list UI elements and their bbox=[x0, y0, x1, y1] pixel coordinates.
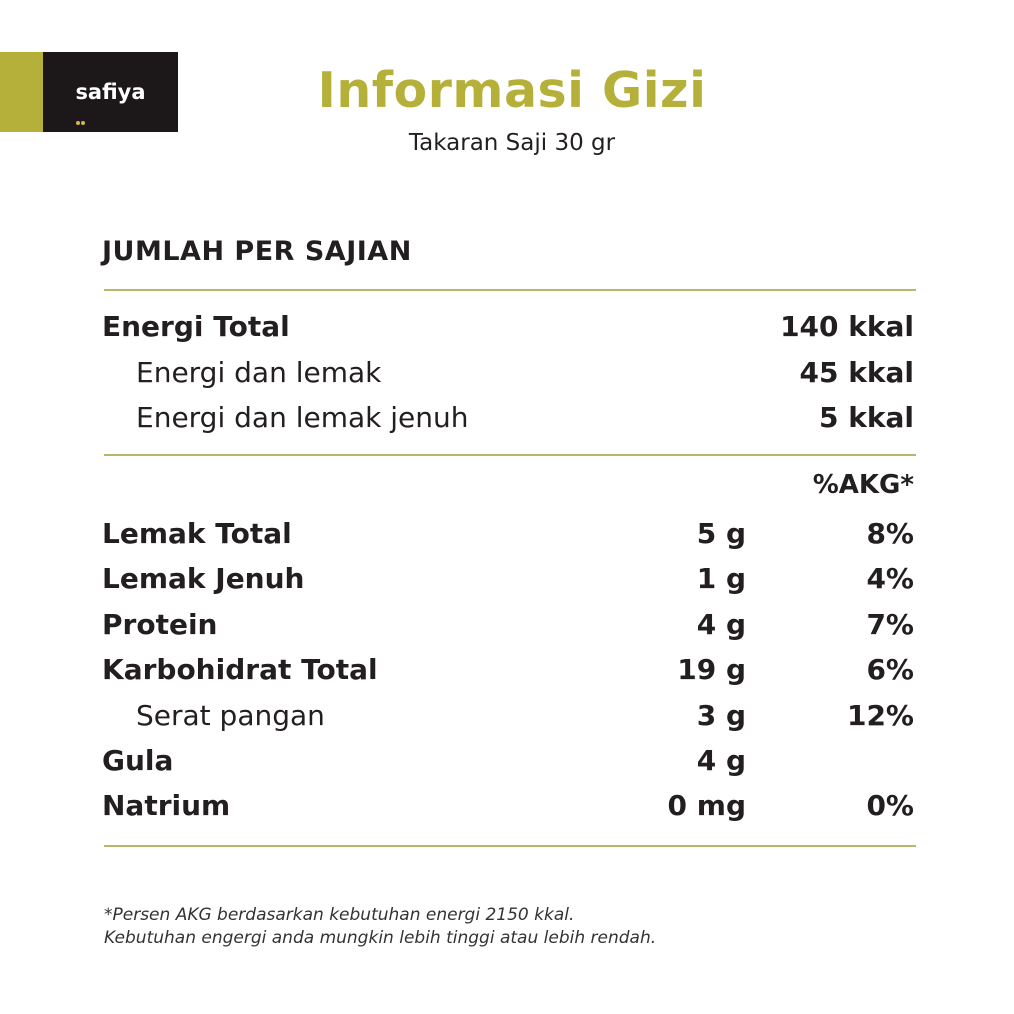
nutrient-amount: 3 g bbox=[696, 699, 746, 732]
logo-dots-icon bbox=[76, 106, 86, 125]
nutrient-amount: 19 g bbox=[677, 653, 746, 686]
energy-value: 45 kkal bbox=[799, 356, 914, 389]
nutrient-label: Gula bbox=[102, 744, 174, 777]
energy-label: Energi Total bbox=[102, 310, 290, 343]
nutrient-akg: 12% bbox=[846, 699, 914, 732]
section-heading: JUMLAH PER SAJIAN bbox=[102, 236, 412, 267]
footnote-line-1: *Persen AKG berdasarkan kebutuhan energi… bbox=[104, 905, 575, 925]
nutrient-amount: 5 g bbox=[696, 517, 746, 550]
nutrient-amount: 0 mg bbox=[667, 789, 746, 822]
divider-top bbox=[104, 289, 916, 291]
nutrient-akg: 8% bbox=[866, 517, 914, 550]
nutrient-amount: 4 g bbox=[696, 608, 746, 641]
nutrient-amount: 1 g bbox=[696, 562, 746, 595]
divider-middle bbox=[104, 454, 916, 456]
energy-label: Energi dan lemak jenuh bbox=[136, 401, 469, 434]
page-title: Informasi Gizi bbox=[317, 62, 707, 119]
energy-label: Energi dan lemak bbox=[136, 356, 382, 389]
nutrient-label: Karbohidrat Total bbox=[102, 653, 378, 686]
energy-row-fat: Energi dan lemak 45 kkal bbox=[102, 353, 914, 393]
nutrient-row: Lemak Jenuh 1 g 4% bbox=[102, 559, 914, 599]
footnote-line-2: Kebutuhan engergi anda mungkin lebih tin… bbox=[104, 928, 657, 948]
energy-value: 5 kkal bbox=[819, 401, 914, 434]
nutrient-akg: 4% bbox=[866, 562, 914, 595]
nutrient-amount: 4 g bbox=[696, 744, 746, 777]
nutrient-row: Serat pangan 3 g 12% bbox=[102, 696, 914, 736]
akg-column-header: %AKG* bbox=[812, 470, 914, 500]
energy-row-saturated-fat: Energi dan lemak jenuh 5 kkal bbox=[102, 398, 914, 438]
brand-accent-block bbox=[0, 52, 43, 132]
nutrient-label: Serat pangan bbox=[136, 699, 325, 732]
nutrient-label: Natrium bbox=[102, 789, 231, 822]
nutrient-akg: 6% bbox=[866, 653, 914, 686]
nutrient-akg: 0% bbox=[866, 789, 914, 822]
energy-value: 140 kkal bbox=[780, 310, 914, 343]
nutrient-row: Protein 4 g 7% bbox=[102, 605, 914, 645]
nutrient-akg: 7% bbox=[866, 608, 914, 641]
brand-logo: safiya bbox=[43, 52, 178, 132]
divider-bottom bbox=[104, 845, 916, 847]
nutrient-row: Lemak Total 5 g 8% bbox=[102, 514, 914, 554]
nutrient-row: Gula 4 g bbox=[102, 741, 914, 781]
footnote: *Persen AKG berdasarkan kebutuhan energi… bbox=[104, 904, 656, 950]
nutrient-label: Lemak Jenuh bbox=[102, 562, 305, 595]
energy-row-total: Energi Total 140 kkal bbox=[102, 307, 914, 347]
nutrient-row: Natrium 0 mg 0% bbox=[102, 786, 914, 826]
serving-size: Takaran Saji 30 gr bbox=[408, 130, 616, 156]
nutrient-label: Protein bbox=[102, 608, 218, 641]
nutrient-label: Lemak Total bbox=[102, 517, 292, 550]
nutrient-row: Karbohidrat Total 19 g 6% bbox=[102, 650, 914, 690]
logo-text: safiya bbox=[75, 80, 146, 125]
